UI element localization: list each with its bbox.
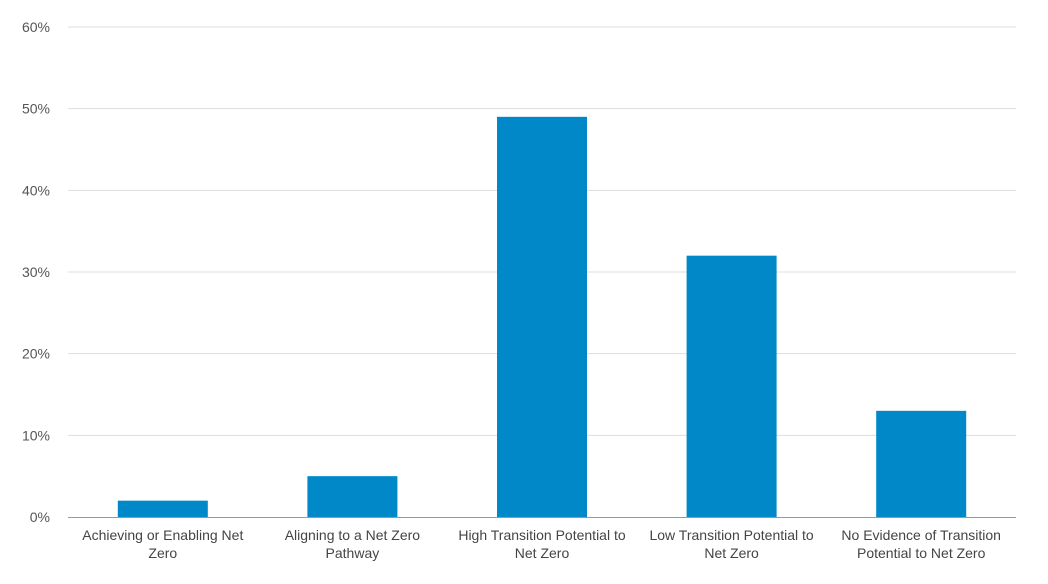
y-tick-label: 60% (22, 19, 50, 35)
y-tick-label: 30% (22, 264, 50, 280)
y-tick-label: 40% (22, 182, 50, 198)
bar (117, 500, 208, 517)
x-category-label-line: High Transition Potential to (458, 527, 626, 543)
bar (876, 410, 967, 517)
x-category-label: No Evidence of Transition Potential to Ne… (841, 527, 1001, 561)
y-tick-label: 20% (22, 346, 50, 362)
y-tick-label: 10% (22, 427, 50, 443)
x-category-label-line: Low Transition Potential to (649, 527, 813, 543)
x-axis-category-labels: Achieving or Enabling Net Zero Aligning to… (82, 527, 1001, 561)
x-category-label: Achieving or Enabling Net Zero (82, 527, 243, 561)
bar (686, 255, 777, 517)
x-category-label-line: Achieving or Enabling Net (82, 527, 243, 543)
x-category-label-line: No Evidence of Transition (841, 527, 1001, 543)
x-category-label-line: Zero (148, 545, 177, 561)
y-tick-label: 50% (22, 101, 50, 117)
x-category-label-line: Potential to Net Zero (857, 545, 986, 561)
x-category-label-line: Net Zero (515, 545, 570, 561)
y-tick-label: 0% (30, 509, 50, 525)
x-category-label-line: Pathway (326, 545, 380, 561)
x-category-label: High Transition Potential to Net Zero (458, 527, 626, 561)
bars (117, 116, 967, 517)
x-category-label-line: Aligning to a Net Zero (285, 527, 421, 543)
bar (497, 116, 587, 517)
x-category-label-line: Net Zero (704, 545, 759, 561)
x-category-label: Low Transition Potential to Net Zero (649, 527, 813, 561)
x-category-label: Aligning to a Net Zero Pathway (285, 527, 421, 561)
y-axis-tick-labels: 0% 10% 20% 30% 40% 50% 60% (22, 19, 50, 525)
bar (307, 476, 398, 517)
